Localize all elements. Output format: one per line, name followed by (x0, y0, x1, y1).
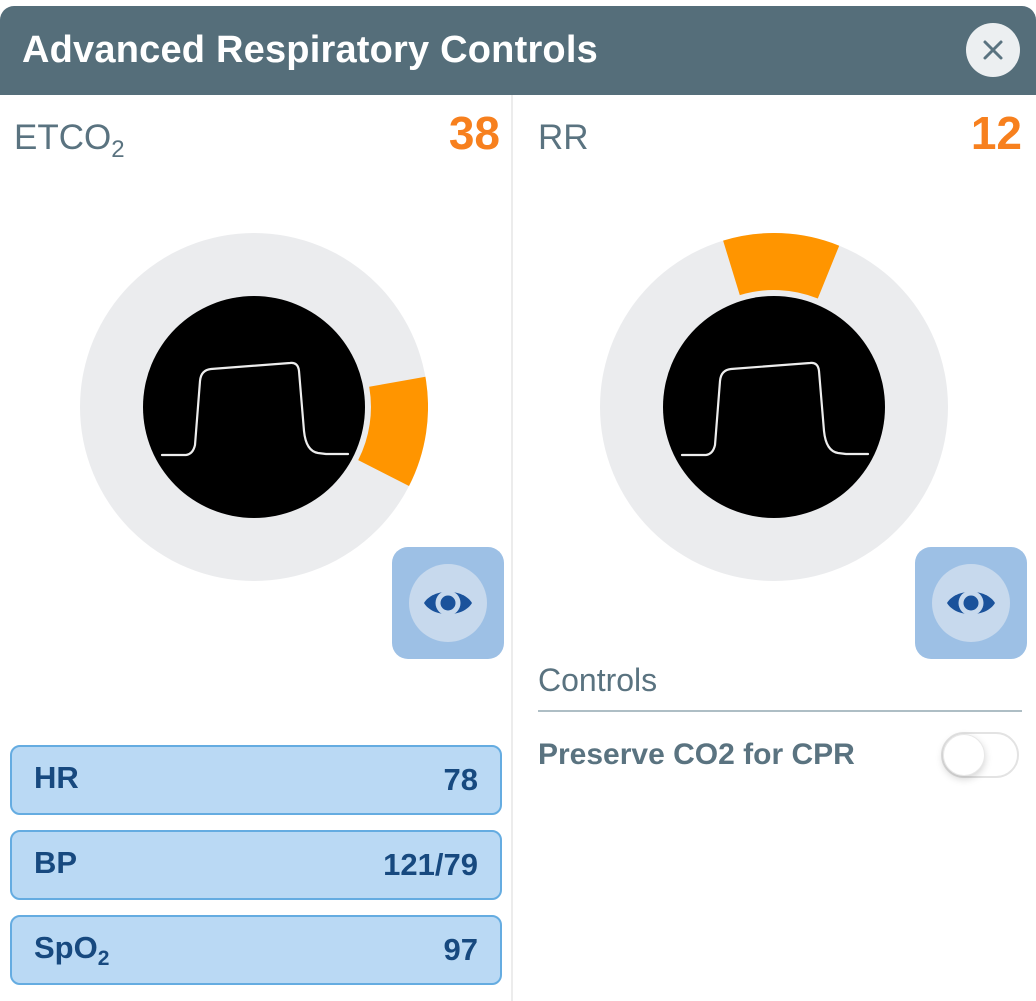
preserve-co2-label: Preserve CO2 for CPR (538, 738, 855, 771)
rr-dial-wedge (723, 233, 840, 299)
close-button[interactable] (966, 23, 1020, 77)
etco2-dial-face (143, 296, 365, 518)
eye-icon (932, 564, 1010, 642)
rr-label: RR (538, 118, 589, 157)
rr-dial[interactable] (600, 233, 948, 581)
eye-icon (409, 564, 487, 642)
etco2-dial[interactable] (80, 233, 429, 581)
bp-value: 121/79 (383, 847, 478, 882)
vital-row-hr[interactable]: HR 78 (10, 745, 502, 815)
vital-row-spo2[interactable]: SpO2 97 (10, 915, 502, 985)
preserve-co2-toggle[interactable] (941, 732, 1019, 778)
etco2-label: ETCO2 (14, 118, 125, 163)
hr-value: 78 (443, 762, 478, 797)
spo2-label: SpO2 (34, 929, 110, 970)
rr-dial-face (663, 296, 885, 518)
column-divider (511, 95, 513, 1001)
dialog-header: Advanced Respiratory Controls (0, 6, 1036, 95)
hr-label: HR (34, 759, 79, 795)
etco2-value: 38 (448, 107, 500, 159)
etco2-dial-wedge (358, 376, 429, 486)
toggle-knob (943, 734, 985, 776)
etco2-waveform-visibility-button[interactable] (392, 547, 504, 659)
controls-divider (538, 710, 1022, 712)
bp-label: BP (34, 844, 78, 880)
close-icon (983, 40, 1003, 60)
capnography-waveform (160, 361, 350, 457)
spo2-value: 97 (443, 932, 478, 967)
etco2-panel-header: ETCO2 38 (14, 106, 500, 164)
rr-waveform-visibility-button[interactable] (915, 547, 1027, 659)
rr-value: 12 (970, 107, 1022, 159)
rr-panel-header: RR 12 (538, 106, 1022, 164)
vital-row-bp[interactable]: BP 121/79 (10, 830, 502, 900)
dialog-title: Advanced Respiratory Controls (22, 29, 598, 71)
capnography-waveform (680, 361, 870, 457)
controls-section-heading: Controls (538, 662, 658, 698)
